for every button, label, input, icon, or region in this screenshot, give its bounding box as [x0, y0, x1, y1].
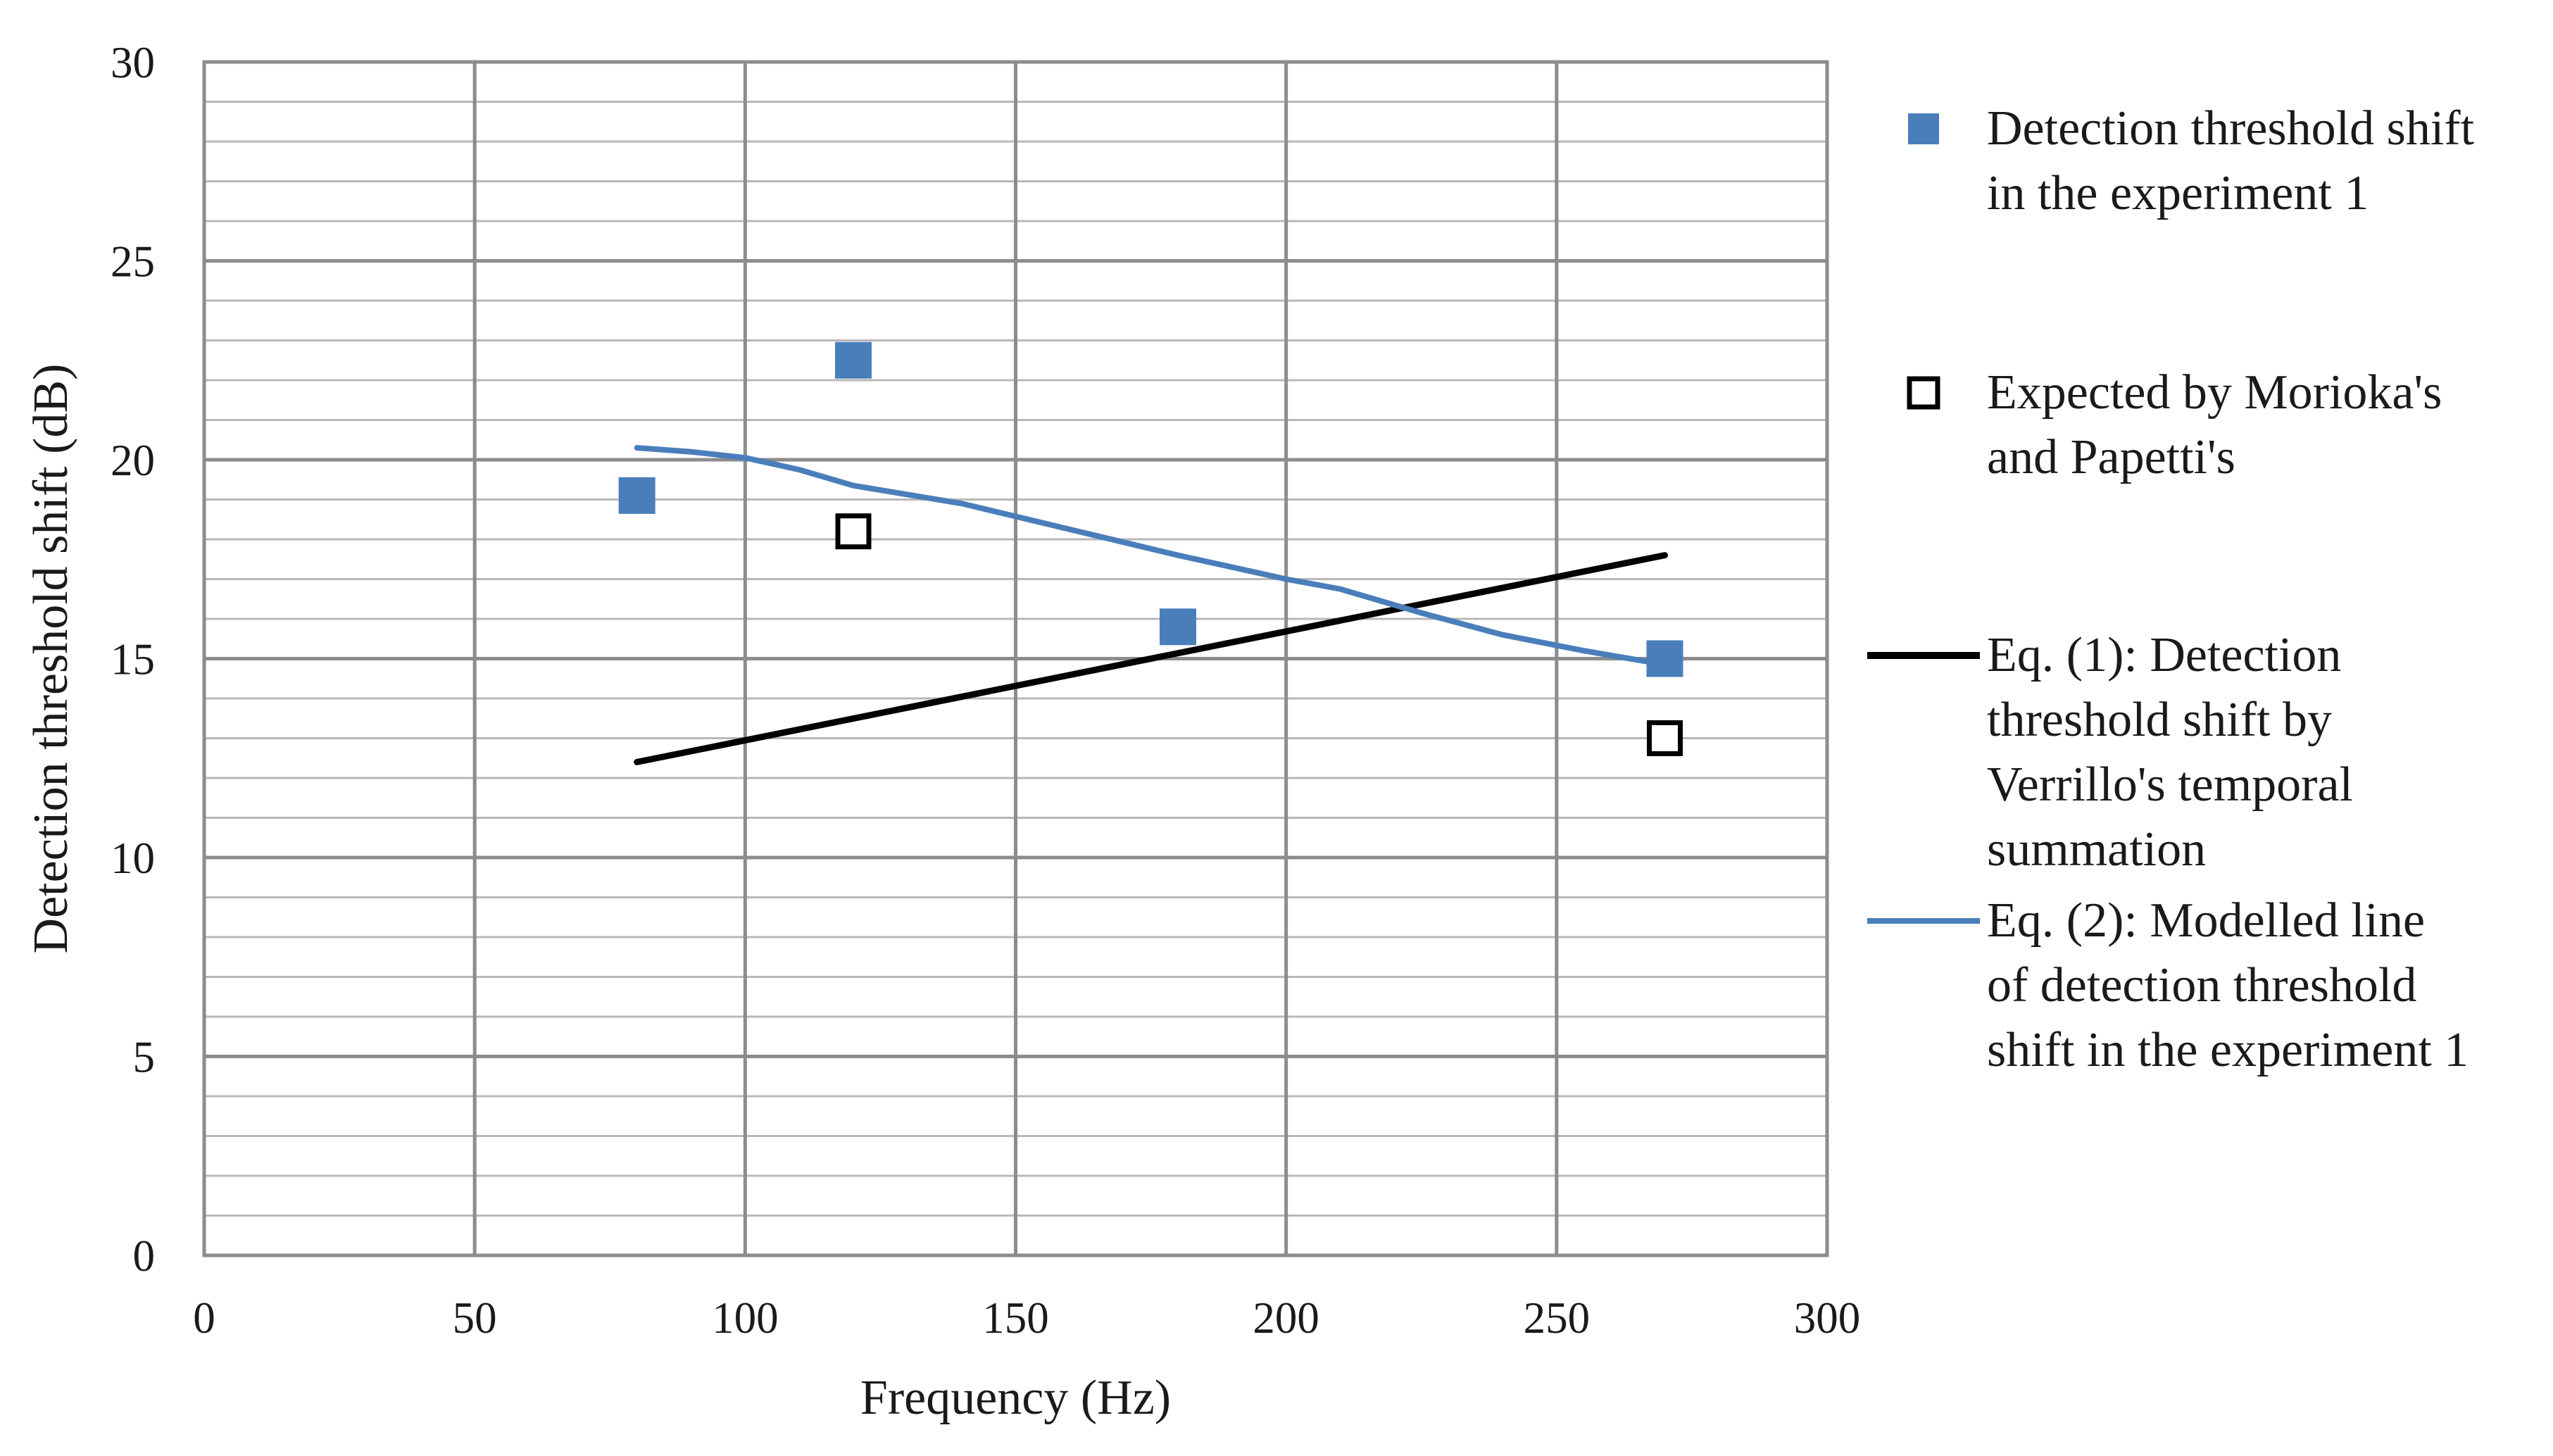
legend: Detection threshold shift in the experime…: [1867, 101, 2475, 1077]
legend-label-line: Verrillo's temporal: [1987, 758, 2353, 812]
x-axis-title: Frequency (Hz): [860, 1371, 1171, 1425]
x-tick-label: 100: [712, 1293, 779, 1343]
x-axis-ticks: 0 50 100 150 200 250 300: [193, 1293, 1860, 1343]
data-point-filled-square: [835, 341, 872, 379]
data-point-filled-square: [1646, 640, 1683, 677]
y-tick-label: 10: [111, 834, 155, 883]
legend-item-4: Eq. (2): Modelled line of detection thres…: [1867, 893, 2469, 1077]
legend-label-line: threshold shift by: [1987, 693, 2332, 747]
y-tick-label: 5: [133, 1033, 156, 1082]
x-tick-label: 0: [193, 1293, 215, 1343]
legend-symbol-open-square: [1907, 376, 1940, 410]
data-point-filled-square: [618, 477, 656, 514]
y-tick-label: 30: [111, 38, 155, 87]
data-point-open-square: [1647, 720, 1683, 756]
x-tick-label: 200: [1253, 1293, 1319, 1343]
series-line: [634, 445, 1668, 667]
series-2: [835, 513, 1683, 756]
y-tick-label: 25: [111, 237, 155, 287]
legend-label-line: shift in the experiment 1: [1987, 1023, 2469, 1077]
x-tick-label: 150: [982, 1293, 1049, 1343]
x-tick-label: 50: [453, 1293, 497, 1343]
y-tick-label: 0: [133, 1231, 156, 1281]
legend-label-line: Eq. (2): Modelled line: [1987, 893, 2425, 948]
legend-label-line: Detection threshold shift: [1987, 101, 2475, 156]
legend-item-1: Detection threshold shift in the experime…: [1908, 101, 2475, 220]
series-3: [634, 552, 1668, 765]
plot-frame: [202, 60, 1829, 1257]
series-line: [634, 552, 1668, 765]
legend-item-3: Eq. (1): Detection threshold shift by Verr…: [1867, 628, 2353, 877]
data-point-filled-square: [1160, 608, 1196, 646]
legend-label-line: in the experiment 1: [1987, 166, 2369, 220]
series-layer: [618, 341, 1683, 765]
series-1: [618, 341, 1683, 677]
grid: [204, 62, 1827, 1255]
legend-label-line: of detection threshold: [1987, 958, 2416, 1012]
x-tick-label: 250: [1524, 1293, 1591, 1343]
legend-label-line: Expected by Morioka's: [1987, 365, 2442, 420]
series-4: [634, 445, 1668, 667]
legend-item-2: Expected by Morioka's and Papetti's: [1907, 365, 2442, 484]
y-axis-ticks: 0 5 10 15 20 25 30: [111, 38, 155, 1281]
y-axis-title: Detection threshold shift (dB): [24, 364, 78, 954]
legend-symbol-filled-square: [1908, 113, 1939, 144]
x-tick-label: 300: [1794, 1293, 1861, 1343]
y-tick-label: 20: [111, 436, 155, 485]
legend-label-line: Eq. (1): Detection: [1987, 628, 2341, 682]
legend-label-line: and Papetti's: [1987, 430, 2235, 484]
y-tick-label: 15: [111, 635, 155, 684]
data-point-open-square: [835, 513, 872, 550]
legend-label-line: summation: [1987, 822, 2206, 877]
